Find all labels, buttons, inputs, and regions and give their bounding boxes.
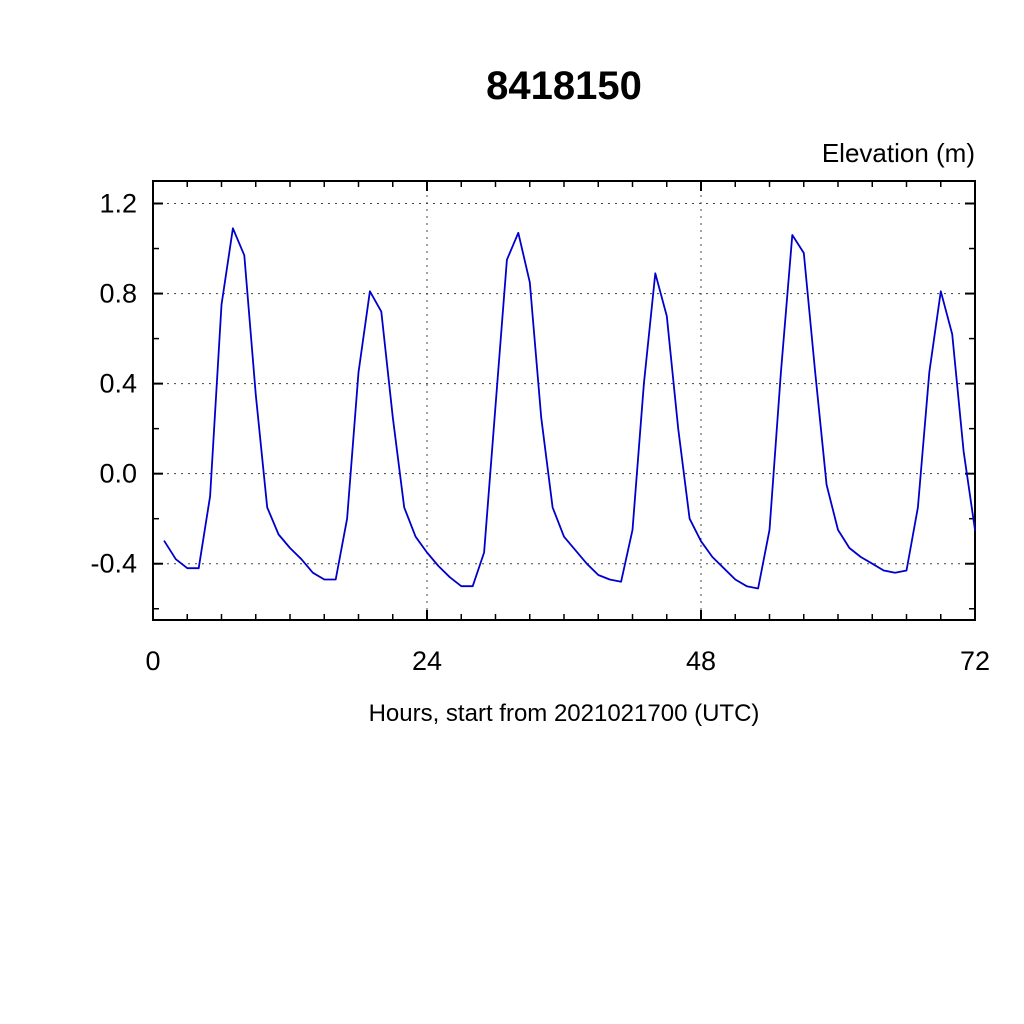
x-tick-label: 0 <box>145 646 160 676</box>
tide-elevation-line <box>163 227 976 590</box>
y-tick-label: 0.4 <box>99 369 137 399</box>
x-tick-label: 48 <box>686 646 716 676</box>
y-tick-label: 0.8 <box>99 279 137 309</box>
y-axis-title: Elevation (m) <box>821 138 975 168</box>
plot-box <box>152 180 976 621</box>
x-tick-label: 24 <box>412 646 442 676</box>
y-tick-label: -0.4 <box>90 549 137 579</box>
chart-title: 8418150 <box>486 64 642 108</box>
y-tick-label: 1.2 <box>99 189 137 219</box>
x-tick-label: 72 <box>960 646 990 676</box>
y-tick-label: 0.0 <box>99 459 137 489</box>
x-axis-label: Hours, start from 2021021700 (UTC) <box>368 700 760 727</box>
